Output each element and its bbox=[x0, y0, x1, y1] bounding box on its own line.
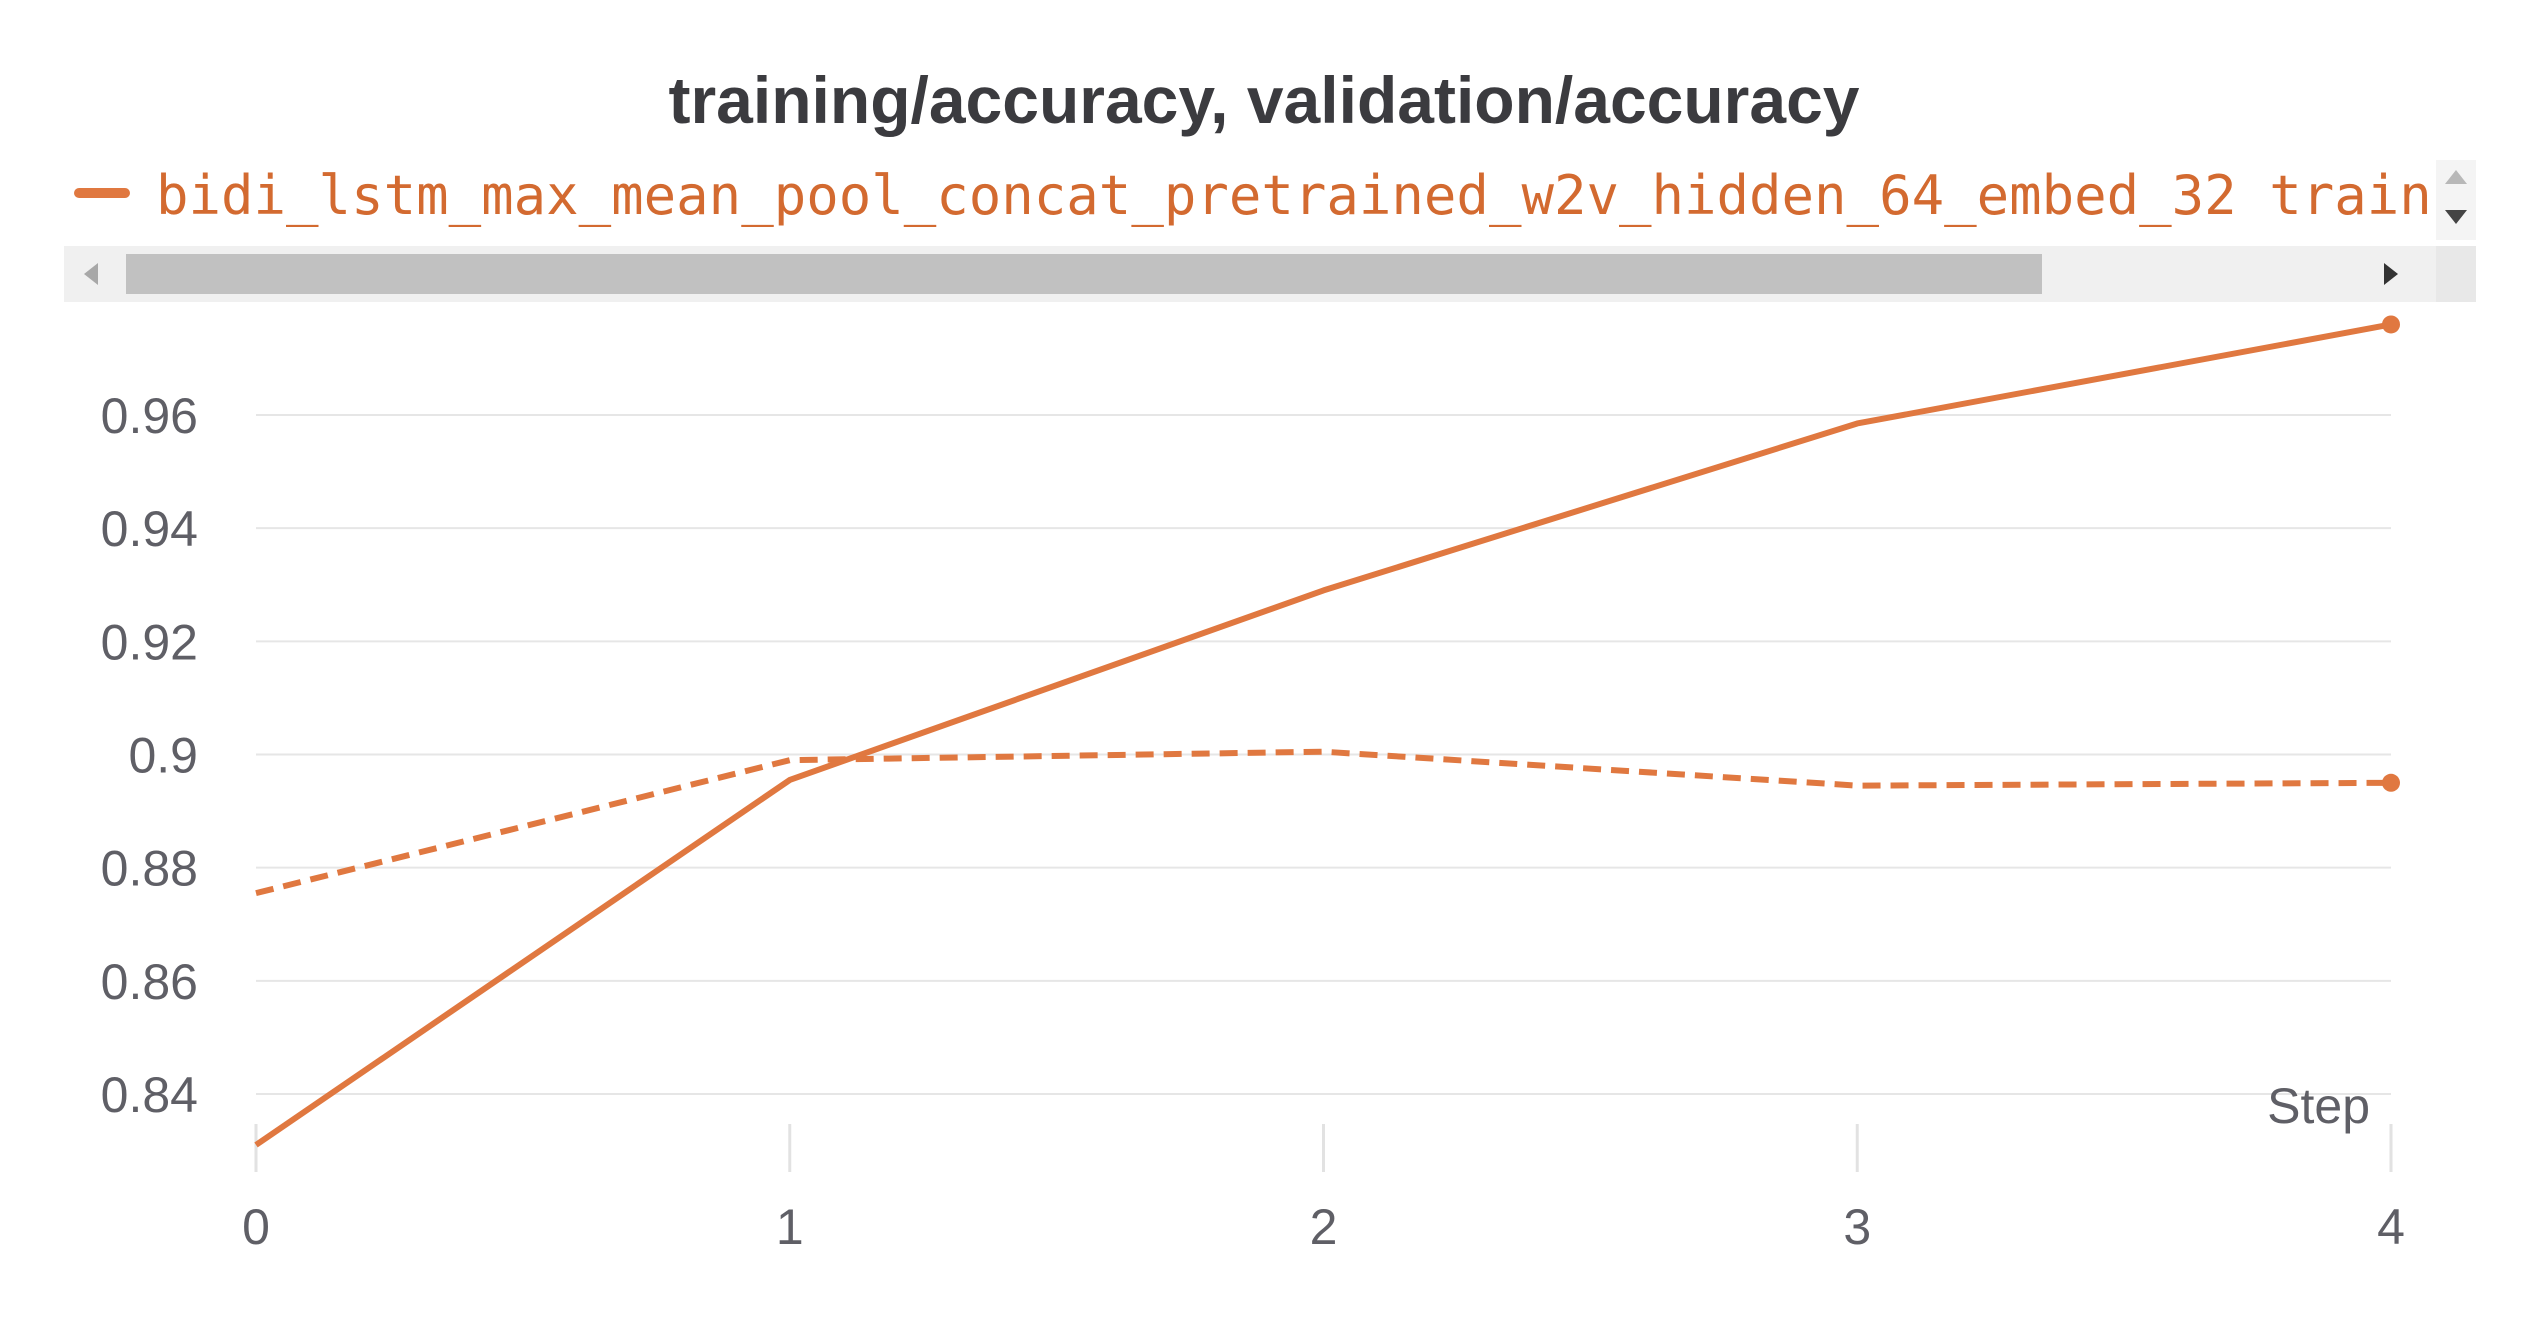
chart-title: training/accuracy, validation/accuracy bbox=[668, 63, 1860, 137]
scroll-up-icon[interactable] bbox=[2445, 170, 2467, 184]
x-tick-label: 3 bbox=[1843, 1199, 1871, 1255]
series-endpoint-1 bbox=[2382, 773, 2400, 792]
legend: bidi_lstm_max_mean_pool_concat_pretraine… bbox=[64, 160, 2436, 240]
scrollbar-thumb[interactable] bbox=[126, 254, 2042, 294]
x-axis-label: Step bbox=[2267, 1078, 2370, 1134]
x-tick-label: 4 bbox=[2377, 1199, 2405, 1255]
y-tick-label: 0.88 bbox=[101, 841, 198, 897]
y-tick-label: 0.9 bbox=[128, 728, 198, 784]
scrollbar-corner bbox=[2436, 246, 2476, 302]
y-tick-label: 0.92 bbox=[101, 614, 198, 670]
series-line-1 bbox=[255, 748, 2392, 897]
scroll-down-icon[interactable] bbox=[2445, 210, 2467, 224]
x-axis-tick-labels: 0 1 2 3 4 bbox=[242, 1199, 2405, 1255]
series-endpoint-0 bbox=[2382, 315, 2400, 334]
legend-horizontal-scrollbar[interactable] bbox=[64, 246, 2436, 302]
y-tick-label: 0.96 bbox=[101, 388, 198, 444]
legend-swatch bbox=[74, 188, 130, 198]
legend-scroll-control[interactable] bbox=[2436, 160, 2476, 240]
y-tick-label: 0.86 bbox=[101, 954, 198, 1010]
legend-entry-label: bidi_lstm_max_mean_pool_concat_pretraine… bbox=[156, 164, 2432, 227]
scroll-left-icon[interactable] bbox=[84, 263, 98, 285]
gridlines bbox=[256, 414, 2391, 1095]
x-tick-label: 0 bbox=[242, 1199, 270, 1255]
x-axis-ticks bbox=[254, 1124, 2393, 1172]
y-axis-tick-labels: 0.84 0.86 0.88 0.9 0.92 0.94 0.96 bbox=[101, 388, 198, 1123]
x-tick-label: 2 bbox=[1310, 1199, 1338, 1255]
y-tick-label: 0.94 bbox=[101, 501, 198, 557]
y-tick-label: 0.84 bbox=[101, 1067, 198, 1123]
series-lines bbox=[254, 315, 2400, 1148]
series-line-0 bbox=[254, 321, 2392, 1148]
scroll-right-icon[interactable] bbox=[2384, 263, 2398, 285]
x-tick-label: 1 bbox=[776, 1199, 804, 1255]
